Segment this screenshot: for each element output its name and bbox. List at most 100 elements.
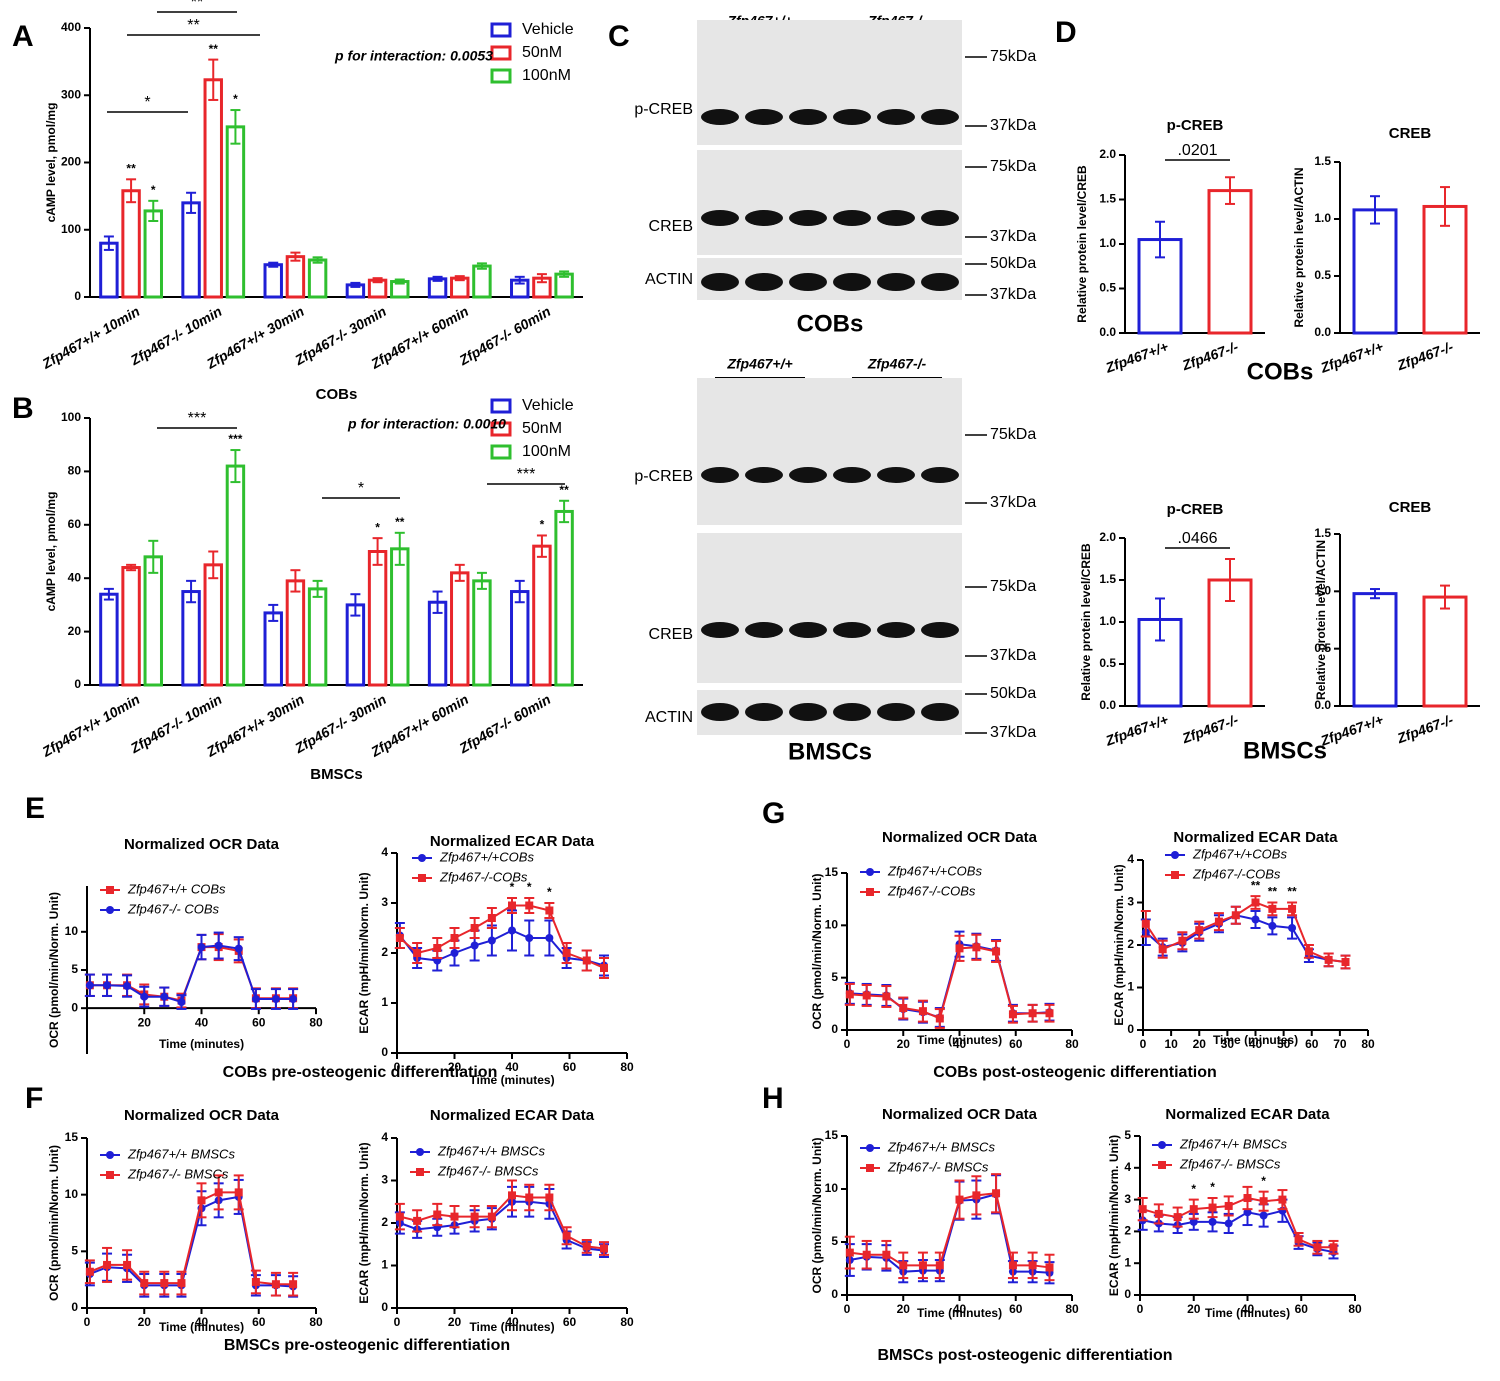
point — [197, 943, 206, 952]
x-tick-label: 10 — [1164, 1037, 1178, 1051]
blot-band — [789, 703, 827, 721]
blot-row-label: CREB — [649, 218, 693, 235]
point — [433, 944, 442, 952]
x-tick-label: 20 — [1187, 1302, 1201, 1316]
x-axis-label: Time (minutes) — [159, 1320, 244, 1334]
x-axis-label: BMSCs — [310, 766, 363, 783]
x-tick-label: Zfp467+/+ — [1317, 711, 1385, 749]
y-tick-label: 1.0 — [1314, 211, 1331, 225]
bar — [307, 258, 328, 299]
point — [1288, 924, 1297, 932]
x-tick-label: 20 — [897, 1037, 911, 1051]
x-tick-label: 30 — [1221, 1037, 1235, 1051]
bar — [263, 263, 283, 299]
point — [1341, 958, 1350, 966]
point — [992, 1189, 1001, 1198]
point — [1259, 1197, 1268, 1206]
legend-label: Zfp467-/- BMSCs — [437, 1163, 539, 1178]
chart-title: Normalized OCR Data — [124, 836, 280, 853]
point — [85, 981, 94, 990]
y-tick-label: 0 — [71, 1000, 78, 1014]
x-tick-label: Zfp467+/+ 10min — [39, 691, 143, 760]
panel-label: E — [25, 792, 45, 825]
point — [103, 1260, 112, 1269]
size-marker: 37kDa — [990, 117, 1036, 134]
y-axis-label: Relative protein level/CREB — [1079, 543, 1093, 701]
y-tick-label: 2 — [1127, 937, 1134, 951]
blot-band — [701, 467, 739, 483]
legend-marker — [866, 888, 874, 896]
y-tick-label: 100 — [61, 410, 81, 424]
y-tick-label: 400 — [61, 20, 81, 34]
legend-marker — [1158, 1161, 1166, 1169]
point — [508, 1191, 516, 1200]
legend-label: Zfp467-/- BMSCs — [127, 1166, 229, 1181]
legend-marker — [106, 1171, 114, 1179]
y-tick-label: 0 — [381, 1045, 388, 1059]
y-tick-label: 0 — [1124, 1287, 1131, 1301]
y-tick-label: 40 — [68, 570, 82, 584]
point — [955, 944, 964, 953]
point — [1045, 1263, 1054, 1272]
point — [562, 949, 571, 957]
significance: * — [510, 880, 515, 894]
y-tick-label: 2.0 — [1099, 147, 1116, 161]
point — [1208, 1203, 1217, 1212]
size-marker: 37kDa — [990, 228, 1036, 245]
y-tick-label: 0 — [831, 1287, 838, 1301]
y-tick-label: 0.5 — [1314, 641, 1331, 655]
point — [234, 944, 243, 953]
series-line — [399, 1200, 605, 1252]
bar — [307, 587, 328, 687]
point — [289, 995, 298, 1004]
bar — [532, 544, 552, 687]
y-tick-label: 1.5 — [1314, 526, 1331, 540]
significance: * — [1191, 1182, 1196, 1196]
x-tick-label: 60 — [563, 1060, 577, 1074]
point — [1324, 955, 1333, 964]
blot-row-label: p-CREB — [634, 468, 693, 485]
caption: BMSCs pre-osteogenic differentiation — [224, 1337, 510, 1354]
legend-label: 50nM — [522, 44, 562, 61]
point — [1045, 1009, 1054, 1018]
point — [935, 1014, 944, 1023]
legend-marker — [106, 906, 114, 914]
point — [545, 1193, 554, 1202]
y-tick-label: 0.5 — [1314, 268, 1331, 282]
bar — [427, 600, 448, 687]
bar — [181, 590, 201, 687]
x-tick-label: 40 — [1249, 1037, 1263, 1051]
blot-row-label: ACTIN — [645, 709, 693, 726]
blot-band — [701, 703, 739, 721]
x-tick-label: 60 — [252, 1315, 266, 1329]
point — [1259, 1211, 1268, 1220]
bar — [225, 125, 246, 299]
point — [1154, 1209, 1163, 1218]
panel-label: F — [25, 1082, 43, 1115]
bar — [1352, 592, 1398, 708]
y-tick-label: 1.0 — [1099, 236, 1116, 250]
chart-title: Normalized OCR Data — [882, 829, 1038, 846]
comparison-label: ** — [191, 0, 203, 11]
legend-label: Zfp467-/- BMSCs — [887, 1159, 989, 1174]
point — [1251, 915, 1260, 924]
size-marker: 37kDa — [990, 724, 1036, 741]
point — [525, 901, 534, 910]
point — [1178, 936, 1187, 945]
y-tick-label: 2.0 — [1099, 530, 1116, 544]
bar — [203, 563, 223, 687]
bar — [285, 579, 306, 687]
point — [545, 934, 554, 942]
blot-band — [877, 622, 915, 638]
point — [918, 1261, 927, 1270]
point — [1224, 1219, 1233, 1228]
x-tick-label: 60 — [252, 1015, 266, 1029]
significance: ** — [1268, 885, 1278, 899]
legend-marker — [1158, 1141, 1166, 1149]
y-tick-label: 0.5 — [1099, 656, 1116, 670]
y-axis-label: OCR (pmol/min/Norm. Unit) — [810, 1138, 824, 1294]
x-tick-label: 0 — [394, 1315, 401, 1329]
legend-marker — [416, 1168, 424, 1176]
series-line — [1142, 1196, 1334, 1249]
